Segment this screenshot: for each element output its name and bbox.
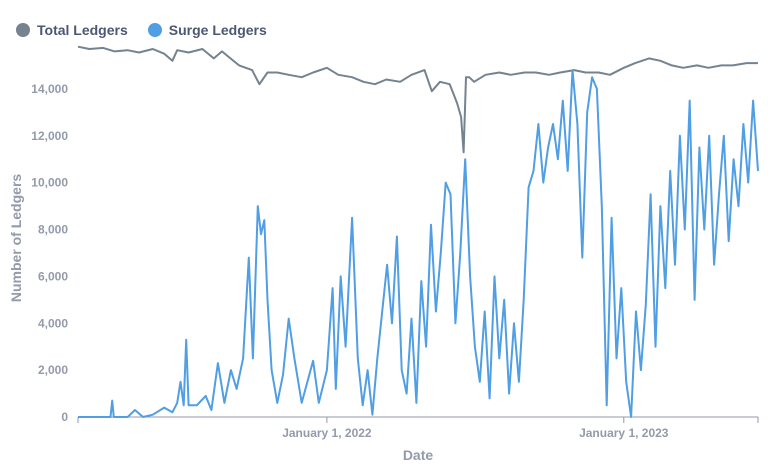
x-axis-label: Date bbox=[403, 447, 434, 463]
y-tick-label: 14,000 bbox=[31, 82, 68, 96]
legend-item-surge[interactable]: Surge Ledgers bbox=[147, 22, 267, 38]
series-line-total-ledgers[interactable] bbox=[77, 45, 758, 154]
y-tick-label: 10,000 bbox=[31, 176, 68, 190]
y-axis-label: Number of Ledgers bbox=[8, 174, 24, 303]
y-axis: 0 2,000 4,000 6,000 8,000 10,000 12,000 14,000 bbox=[31, 82, 68, 424]
x-axis: January 1, 2022 January 1, 2023 bbox=[77, 416, 759, 440]
y-tick-label: 6,000 bbox=[38, 269, 68, 283]
y-tick-label: 8,000 bbox=[38, 223, 68, 237]
legend-item-total[interactable]: Total Ledgers bbox=[16, 22, 128, 38]
x-tick-label: January 1, 2023 bbox=[579, 426, 669, 440]
y-tick-label: 12,000 bbox=[31, 129, 68, 143]
series-layer bbox=[77, 45, 759, 418]
y-tick-label: 0 bbox=[61, 410, 68, 424]
x-tick-label: January 1, 2022 bbox=[282, 426, 372, 440]
series-line-surge-ledgers[interactable] bbox=[78, 69, 759, 418]
legend-label-total: Total Ledgers bbox=[37, 22, 128, 38]
y-tick-label: 2,000 bbox=[38, 363, 68, 377]
legend-dot-total bbox=[16, 23, 30, 37]
legend: Total Ledgers Surge Ledgers bbox=[16, 22, 267, 38]
y-tick-label: 4,000 bbox=[38, 316, 68, 330]
legend-label-surge: Surge Ledgers bbox=[168, 22, 267, 38]
legend-dot-surge bbox=[147, 23, 162, 37]
